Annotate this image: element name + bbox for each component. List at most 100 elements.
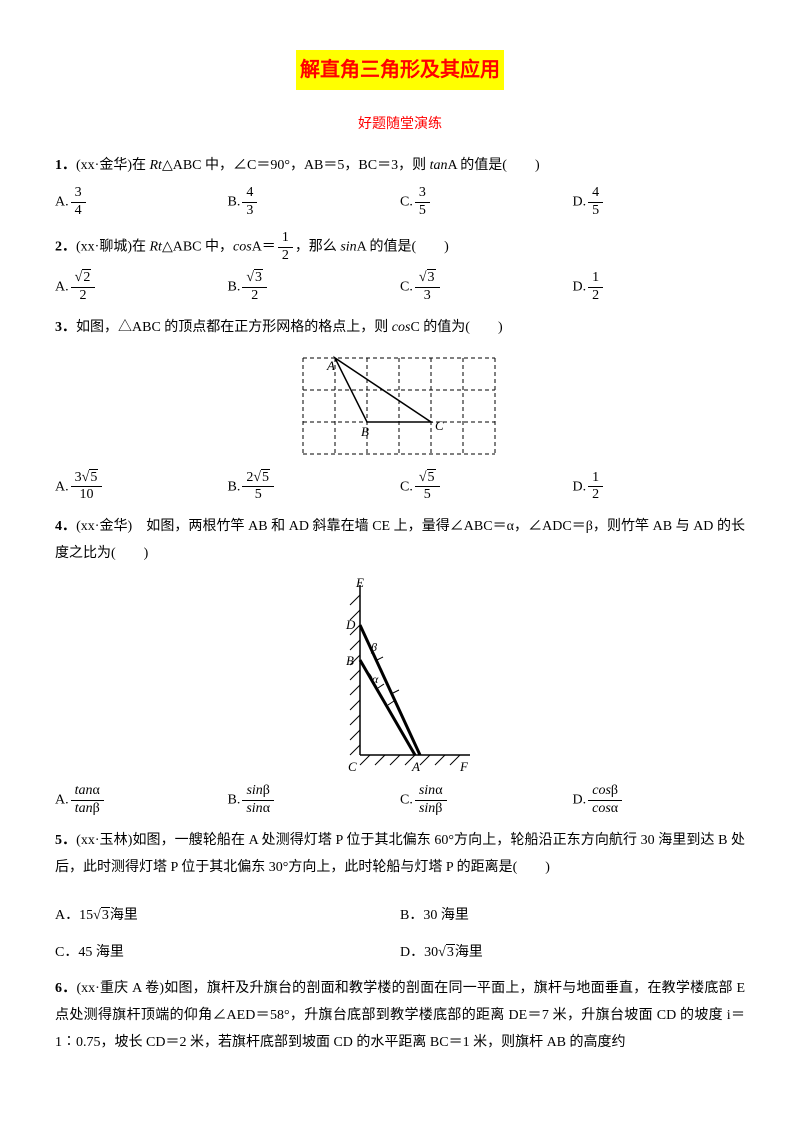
q2-number: 2． xyxy=(55,239,76,254)
q5-a-rad: 3 xyxy=(101,907,110,923)
q2-opt-a-label: A. xyxy=(55,280,69,295)
q5-opt-d-label: D． xyxy=(400,945,424,960)
q3-options: A.3510 B.255 C.55 D.12 xyxy=(55,470,745,505)
q1-b-den: 3 xyxy=(242,203,257,220)
q2-b-rad: 3 xyxy=(254,269,263,285)
q4-options: A.tanαtanβ B.sinβsinα C.sinαsinβ D.cosβc… xyxy=(55,783,745,818)
q2-b-den: 2 xyxy=(242,288,267,305)
q4-label-F: F xyxy=(459,759,469,774)
q2-opt-b-label: B. xyxy=(228,280,241,295)
q4-opt-a: A.tanαtanβ xyxy=(55,783,228,818)
q3-c-den: 5 xyxy=(415,487,440,504)
q1-text-a: (xx·金华)在 xyxy=(76,158,150,173)
q3-b-rad: 5 xyxy=(261,469,270,485)
q1-c-den: 5 xyxy=(415,203,430,220)
q2-options: A.22 B.32 C.33 D.12 xyxy=(55,270,745,305)
q4-label-alpha: α xyxy=(372,672,379,686)
q4-text: (xx·金华) 如图，两根竹竿 AB 和 AD 斜靠在墙 CE 上，量得∠ABC… xyxy=(55,519,745,561)
q2-text-e: A 的值是( ) xyxy=(357,239,449,254)
q6-number: 6． xyxy=(55,981,76,996)
q1-opt-a: A.34 xyxy=(55,185,228,220)
q2-text-d: ，那么 xyxy=(295,239,341,254)
q3-text-b: C 的值为( ) xyxy=(410,320,502,335)
question-1: 1．(xx·金华)在 Rt△ABC 中，∠C＝90°，AB＝5，BC＝3，则 t… xyxy=(55,153,745,180)
q1-rt: Rt xyxy=(150,158,162,173)
q6-text: (xx·重庆 A 卷)如图，旗杆及升旗台的剖面和教学楼的剖面在同一平面上，旗杆与… xyxy=(55,981,745,1049)
q1-text-c: A 的值是( ) xyxy=(447,158,539,173)
q5-d-coef: 30 xyxy=(424,945,438,960)
q5-opt-a-label: A． xyxy=(55,908,79,923)
question-4: 4．(xx·金华) 如图，两根竹竿 AB 和 AD 斜靠在墙 CE 上，量得∠A… xyxy=(55,514,745,567)
q1-tan: tan xyxy=(430,158,448,173)
q4-d-fn-n: cos xyxy=(592,783,611,798)
q3-a-den: 10 xyxy=(71,487,103,504)
q4-b-den: α xyxy=(263,801,270,816)
q5-opt-d: D．303海里 xyxy=(400,940,745,967)
q3-number: 3． xyxy=(55,320,76,335)
q4-a-den: β xyxy=(93,801,100,816)
q4-d-den: α xyxy=(611,801,618,816)
q4-label-beta: β xyxy=(370,640,377,654)
q4-label-E: E xyxy=(355,575,364,590)
q1-text-b: △ABC 中，∠C＝90°，AB＝5，BC＝3，则 xyxy=(162,158,430,173)
q4-number: 4． xyxy=(55,519,76,534)
q1-options: A.34 B.43 C.35 D.45 xyxy=(55,185,745,220)
q5-a-unit: 海里 xyxy=(110,908,138,923)
q2-rt: Rt xyxy=(150,239,162,254)
q1-opt-c: C.35 xyxy=(400,185,573,220)
q1-b-num: 4 xyxy=(242,185,257,203)
q2-opt-a: A.22 xyxy=(55,270,228,305)
q2-mid-den: 2 xyxy=(278,248,293,265)
q2-opt-d: D.12 xyxy=(573,270,746,305)
question-5: 5．(xx·玉林)如图，一艘轮船在 A 处测得灯塔 P 位于其北偏东 60°方向… xyxy=(55,828,745,881)
q4-label-C: C xyxy=(348,759,357,774)
q4-label-A: A xyxy=(411,759,420,774)
q2-d-den: 2 xyxy=(588,288,603,305)
q1-opt-d-label: D. xyxy=(573,195,587,210)
q3-opt-c-label: C. xyxy=(400,479,413,494)
q3-opt-b-label: B. xyxy=(228,479,241,494)
q3-c-rad: 5 xyxy=(427,469,436,485)
q4-a-fn-d: tan xyxy=(75,801,93,816)
q5-options-row2: C．45 海里 D．303海里 xyxy=(55,940,745,967)
question-2: 2．(xx·聊城)在 Rt△ABC 中，cosA＝12，那么 sinA 的值是(… xyxy=(55,230,745,265)
q3-a-rad: 5 xyxy=(89,469,98,485)
q3-opt-d: D.12 xyxy=(573,470,746,505)
q3-text: 如图，△ABC 的顶点都在正方形网格的格点上，则 xyxy=(76,320,392,335)
q2-d-num: 1 xyxy=(588,270,603,288)
q4-opt-c-label: C. xyxy=(400,793,413,808)
q4-diagram: E D B C A F α β xyxy=(55,575,745,775)
q4-c-fn-d: sin xyxy=(419,801,435,816)
q5-b-text: 30 海里 xyxy=(423,908,469,923)
q1-d-num: 4 xyxy=(588,185,603,203)
q3-opt-a-label: A. xyxy=(55,479,69,494)
q2-opt-d-label: D. xyxy=(573,280,587,295)
q1-number: 1． xyxy=(55,158,76,173)
q4-c-fn-n: sin xyxy=(419,783,435,798)
q5-c-text: 45 海里 xyxy=(78,945,124,960)
q5-opt-c-label: C． xyxy=(55,945,78,960)
q1-opt-b-label: B. xyxy=(228,195,241,210)
q3-a-coef: 3 xyxy=(75,470,82,485)
title-wrap: 解直角三角形及其应用 xyxy=(55,50,745,102)
spacer xyxy=(55,887,745,899)
q1-opt-d: D.45 xyxy=(573,185,746,220)
q1-opt-c-label: C. xyxy=(400,195,413,210)
q2-text-c: A＝ xyxy=(252,239,276,254)
q4-b-fn-d: sin xyxy=(246,801,262,816)
q5-opt-b: B．30 海里 xyxy=(400,903,745,930)
q1-a-num: 3 xyxy=(71,185,86,203)
q3-label-C: C xyxy=(435,418,444,433)
q4-b-num: β xyxy=(263,783,270,798)
question-3: 3．如图，△ABC 的顶点都在正方形网格的格点上，则 cosC 的值为( ) xyxy=(55,315,745,342)
q5-d-unit: 海里 xyxy=(455,945,483,960)
q4-opt-c: C.sinαsinβ xyxy=(400,783,573,818)
q3-d-num: 1 xyxy=(588,470,603,488)
q2-sin: sin xyxy=(340,239,356,254)
q4-d-fn-d: cos xyxy=(592,801,611,816)
q5-a-coef: 15 xyxy=(79,908,93,923)
q3-b-den: 5 xyxy=(242,487,274,504)
q4-c-den: β xyxy=(435,801,442,816)
q3-cos: cos xyxy=(392,320,411,335)
q1-c-num: 3 xyxy=(415,185,430,203)
